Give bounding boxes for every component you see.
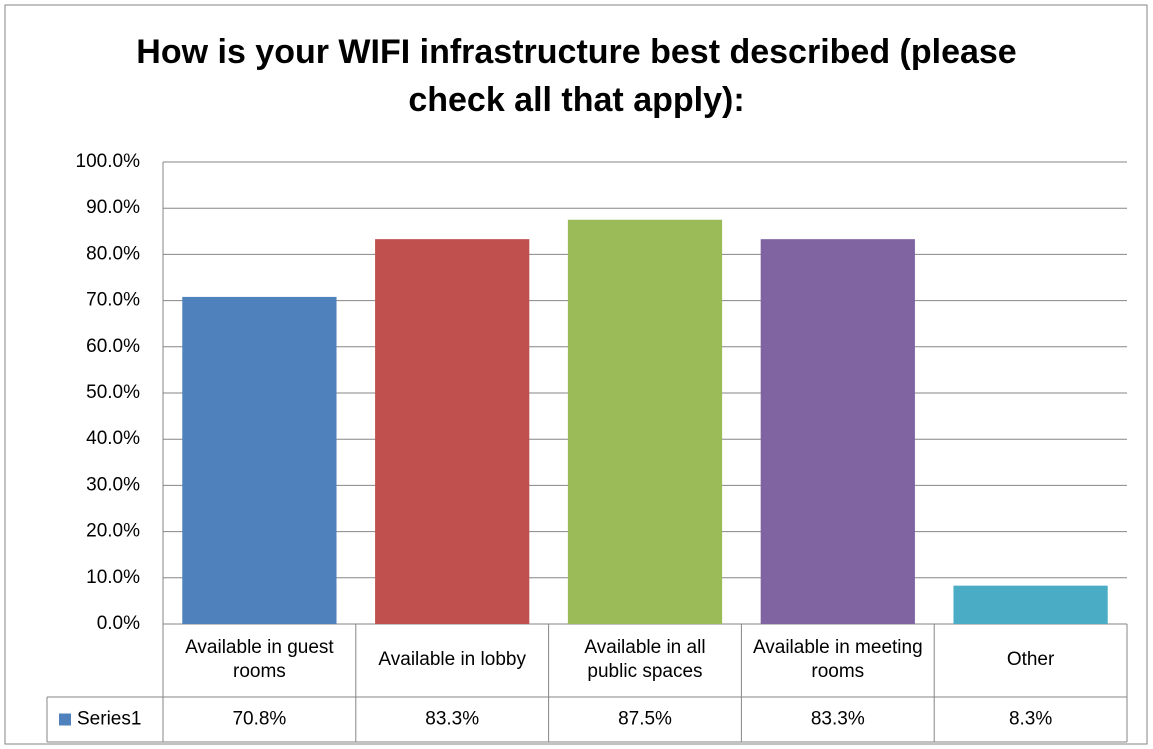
y-tick-label: 40.0% (86, 428, 140, 449)
y-tick-label: 30.0% (86, 474, 140, 495)
table-value: 87.5% (618, 709, 672, 730)
bar (375, 239, 530, 625)
x-tick-label: Available in all public spaces (584, 637, 706, 682)
y-tick-label: 80.0% (86, 243, 140, 264)
y-tick-label: 60.0% (86, 336, 140, 357)
y-tick-label: 100.0% (76, 151, 141, 172)
y-tick-label: 10.0% (86, 567, 140, 588)
y-tick-label: 0.0% (97, 613, 140, 634)
table-value: 83.3% (811, 709, 865, 730)
x-tick-label: Available in meeting rooms (752, 637, 923, 682)
bar (567, 219, 723, 624)
y-tick-label: 20.0% (86, 521, 140, 542)
bar (953, 585, 1108, 624)
bar (760, 239, 915, 625)
bar (182, 296, 337, 624)
table-value: 70.8% (232, 709, 286, 730)
x-tick-label: Available in lobby (378, 649, 526, 670)
y-tick-label: 90.0% (86, 197, 140, 218)
table-value: 83.3% (425, 709, 479, 730)
chart-title: How is your WIFI infrastructure best des… (136, 33, 1017, 119)
legend-key (59, 713, 71, 726)
x-tick-label: Other (1006, 649, 1055, 670)
y-tick-label: 50.0% (86, 382, 140, 403)
legend-label: Series1 (77, 709, 141, 730)
x-tick-label: Available in guest rooms (185, 637, 334, 682)
table-value: 8.3% (1009, 709, 1052, 730)
y-tick-label: 70.0% (86, 290, 140, 311)
